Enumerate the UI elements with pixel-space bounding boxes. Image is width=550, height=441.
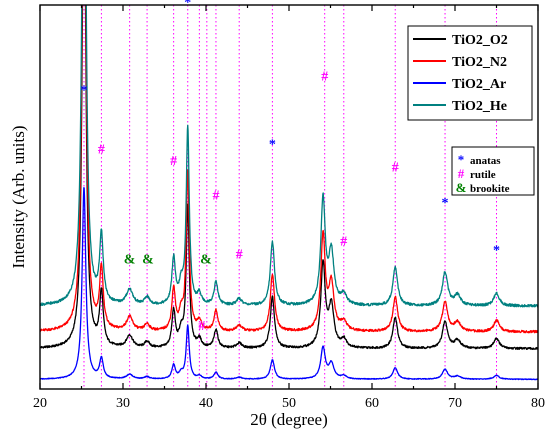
series-line-TiO2_Ar: [40, 187, 538, 381]
phase-legend-box: [451, 146, 535, 196]
peak-marker: #: [340, 235, 347, 250]
peak-marker: &: [142, 253, 154, 268]
x-tick-label: 40: [199, 396, 213, 411]
peak-marker: #: [98, 142, 105, 157]
series-line-TiO2_N2: [40, 5, 538, 334]
x-tick-label: 50: [282, 396, 296, 411]
x-tick-label: 70: [448, 396, 462, 411]
phase-legend-symbol: *: [458, 152, 465, 167]
phase-legend: * anatas # rutile& brookite: [451, 146, 535, 196]
peak-annotations: *****########& & &: [80, 0, 500, 334]
series-line-TiO2_O2: [40, 5, 538, 351]
peak-marker: #: [392, 160, 399, 175]
x-axis-ticks: 20 30 40 50 60 70 80: [33, 5, 545, 411]
peak-marker: #: [321, 70, 328, 85]
peak-marker: *: [80, 84, 87, 99]
legend-label-TiO2_He: TiO2_He: [452, 99, 507, 114]
peak-marker: *: [269, 137, 276, 152]
series-line-TiO2_He: [40, 5, 538, 308]
x-axis-label: 2θ (degree): [250, 410, 328, 429]
legend-label-TiO2_N2: TiO2_N2: [452, 55, 507, 70]
x-tick-label: 30: [116, 396, 130, 411]
phase-legend-label-anatas: anatas: [470, 155, 501, 167]
series-curves: [40, 5, 538, 381]
x-tick-label: 80: [531, 396, 545, 411]
phase-legend-symbol: &: [456, 180, 467, 195]
peak-marker: #: [170, 154, 177, 169]
peak-marker: &: [200, 253, 212, 268]
x-tick-label: 20: [33, 396, 47, 411]
phase-legend-label-brookite: brookite: [470, 183, 510, 195]
peak-marker: &: [124, 253, 136, 268]
peak-marker: #: [212, 189, 219, 204]
series-legend: TiO2_O2 TiO2_N2 TiO2_Ar TiO2_He: [407, 25, 533, 121]
y-axis-label: Intensity (Arb. units): [9, 125, 28, 268]
legend-label-TiO2_O2: TiO2_O2: [452, 33, 508, 48]
peak-marker: #: [236, 247, 243, 262]
x-tick-label: 60: [365, 396, 379, 411]
phase-legend-symbol: #: [458, 166, 465, 181]
peak-marker: *: [442, 196, 449, 211]
legend-label-TiO2_Ar: TiO2_Ar: [452, 77, 506, 92]
phase-legend-label-rutile: rutile: [470, 169, 496, 181]
peak-marker: *: [493, 244, 500, 259]
peak-marker: #: [198, 319, 205, 334]
